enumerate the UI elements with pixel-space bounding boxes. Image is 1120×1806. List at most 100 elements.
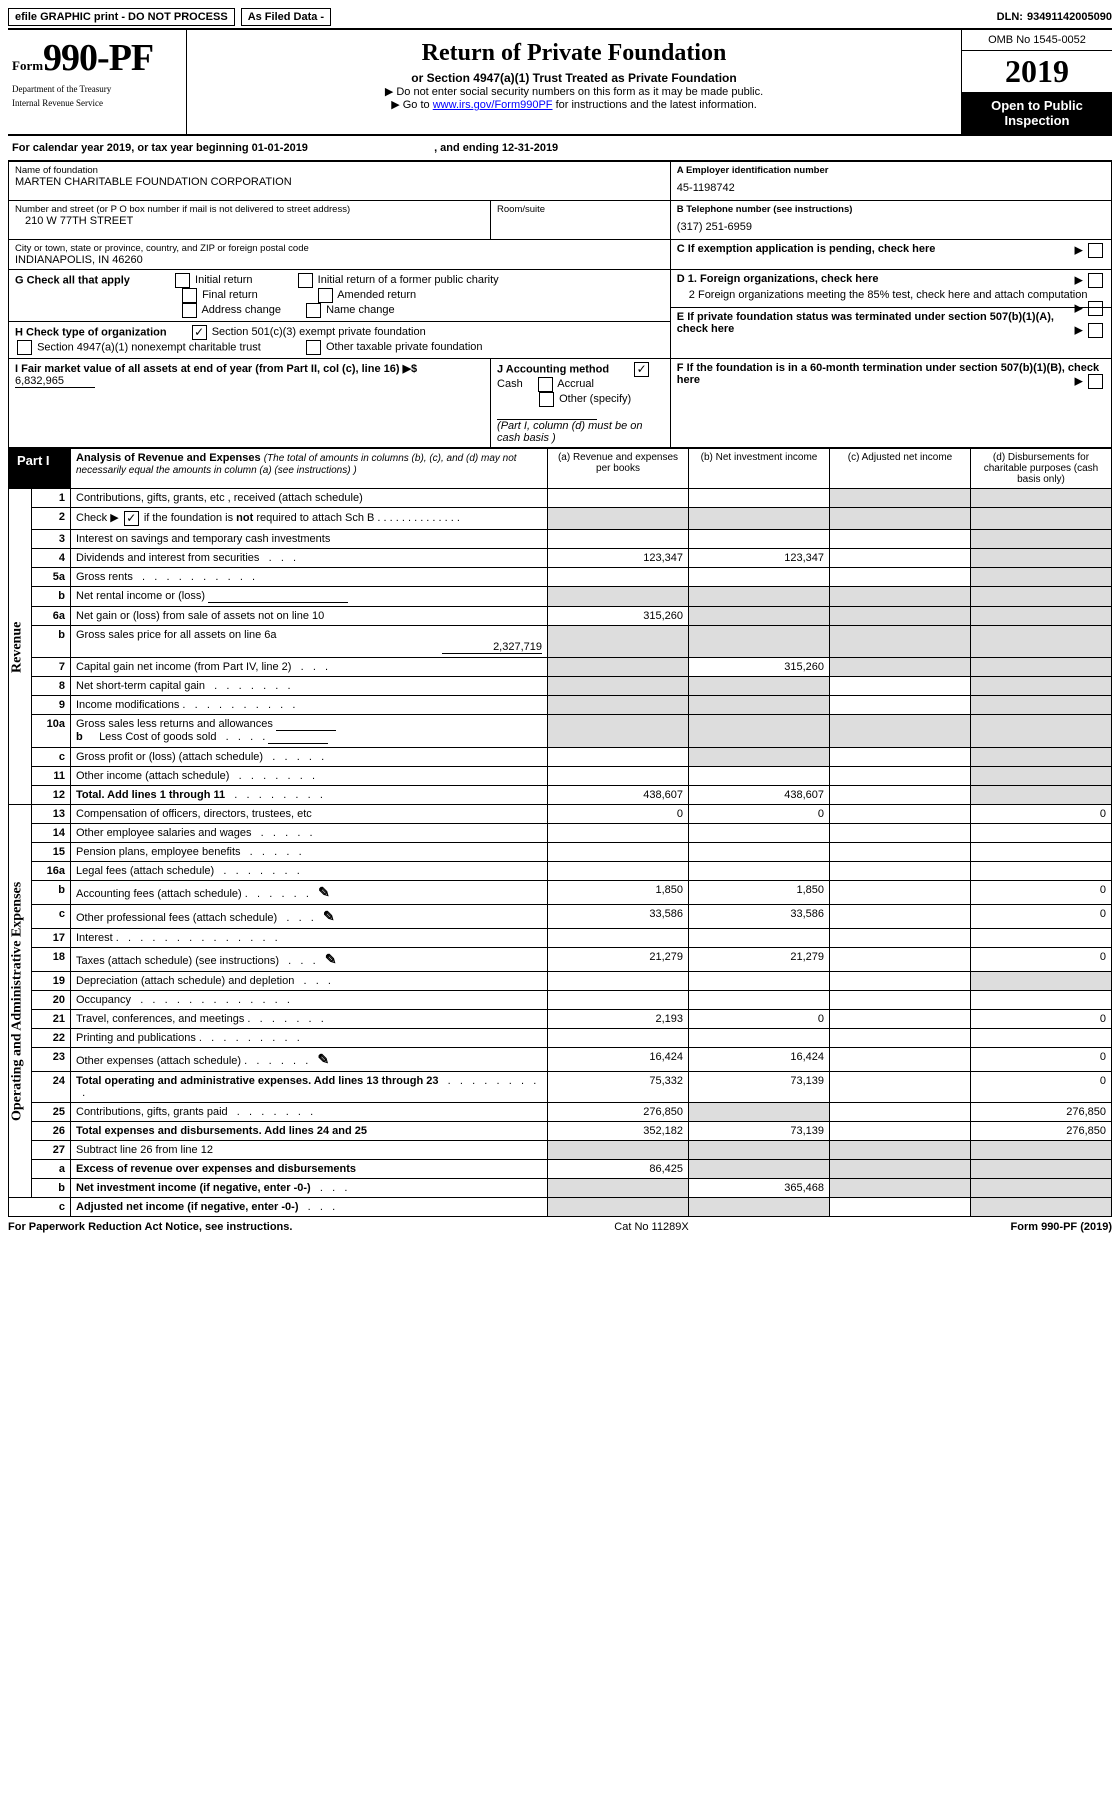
row-num: 8 (32, 677, 71, 696)
irs-link[interactable]: www.irs.gov/Form990PF (433, 99, 553, 111)
row-num: 13 (32, 805, 71, 824)
g-initial: Initial return (195, 274, 252, 286)
row-num: 10a (32, 715, 71, 748)
c-checkbox[interactable] (1088, 243, 1103, 258)
row-desc: Total operating and administrative expen… (76, 1075, 438, 1087)
val-b: 123,347 (689, 549, 830, 568)
val-b: 33,586 (689, 905, 830, 929)
foundation-name: MARTEN CHARITABLE FOUNDATION CORPORATION (15, 176, 664, 188)
row-num: 23 (32, 1048, 71, 1072)
top-bar: efile GRAPHIC print - DO NOT PROCESS As … (8, 8, 1112, 30)
val-d: 0 (971, 881, 1112, 905)
d2-checkbox[interactable] (1088, 301, 1103, 316)
val-a: 21,279 (548, 948, 689, 972)
row-desc: Total. Add lines 1 through 11 (76, 789, 225, 801)
dept-treasury: Department of the Treasury (12, 84, 182, 94)
f-checkbox[interactable] (1088, 374, 1103, 389)
row-desc: Occupancy (76, 994, 131, 1006)
val-d: 0 (971, 805, 1112, 824)
i-value: 6,832,965 (15, 375, 95, 388)
schb-checkbox[interactable]: ✓ (124, 511, 139, 526)
val-a: 16,424 (548, 1048, 689, 1072)
addr-label: Number and street (or P O box number if … (15, 204, 484, 215)
j-chk-accrual[interactable] (538, 377, 553, 392)
h-501c3: Section 501(c)(3) exempt private foundat… (212, 326, 426, 338)
row-num: 26 (32, 1122, 71, 1141)
open-public-2: Inspection (966, 113, 1108, 128)
row-num-10b: b (76, 731, 96, 743)
row-num: 24 (32, 1072, 71, 1103)
h-chk-other[interactable] (306, 340, 321, 355)
c-label: C If exemption application is pending, c… (677, 243, 936, 255)
city-value: INDIANAPOLIS, IN 46260 (15, 254, 664, 266)
row-num: c (32, 748, 71, 767)
row-desc: Printing and publications (76, 1032, 196, 1044)
g-chk-initial[interactable] (175, 273, 190, 288)
row-desc: Other income (attach schedule) (76, 770, 229, 782)
val-b: 1,850 (689, 881, 830, 905)
row-num: b (32, 626, 71, 658)
ein-value: 45-1198742 (677, 182, 1105, 194)
row-num: 6a (32, 607, 71, 626)
tax-year: 2019 (962, 51, 1112, 92)
val-d: 0 (971, 1010, 1112, 1029)
e-label: E If private foundation status was termi… (677, 311, 1054, 335)
h-chk-501c3[interactable]: ✓ (192, 325, 207, 340)
j-chk-other[interactable] (539, 392, 554, 407)
row-desc: Other expenses (attach schedule) (76, 1055, 241, 1067)
val-b: 0 (689, 805, 830, 824)
name-label: Name of foundation (15, 165, 664, 176)
j-cash: Cash (497, 378, 523, 390)
j-other: Other (specify) (559, 393, 631, 405)
attachment-icon[interactable]: ✎ (325, 951, 337, 968)
g-label: G Check all that apply (15, 274, 130, 286)
row-num: 14 (32, 824, 71, 843)
col-d-header: (d) Disbursements for charitable purpose… (971, 449, 1112, 489)
row-num: b (32, 1179, 71, 1198)
g-chk-final[interactable] (182, 288, 197, 303)
row-num: 17 (32, 929, 71, 948)
part1-title: Analysis of Revenue and Expenses (76, 452, 261, 464)
row-num: 9 (32, 696, 71, 715)
val-d: 0 (971, 905, 1112, 929)
form-990pf-page: efile GRAPHIC print - DO NOT PROCESS As … (0, 0, 1120, 1241)
h-4947: Section 4947(a)(1) nonexempt charitable … (37, 341, 261, 353)
dln-label: DLN: (997, 11, 1023, 23)
calendar-year-line: For calendar year 2019, or tax year begi… (8, 136, 1112, 161)
attachment-icon[interactable]: ✎ (318, 1051, 330, 1068)
attachment-icon[interactable]: ✎ (323, 908, 335, 925)
row-num: 19 (32, 972, 71, 991)
val-b: 21,279 (689, 948, 830, 972)
e-checkbox[interactable] (1088, 323, 1103, 338)
val-b: 73,139 (689, 1072, 830, 1103)
row-desc: Interest (76, 932, 113, 944)
j-chk-cash[interactable]: ✓ (634, 362, 649, 377)
val-a: 75,332 (548, 1072, 689, 1103)
page-footer: For Paperwork Reduction Act Notice, see … (8, 1217, 1112, 1233)
cy-begin: 01-01-2019 (252, 142, 308, 154)
col-b-header: (b) Net investment income (689, 449, 830, 489)
row-num: 16a (32, 862, 71, 881)
attachment-icon[interactable]: ✎ (318, 884, 330, 901)
dept-irs: Internal Revenue Service (12, 98, 182, 108)
expenses-vlabel: Operating and Administrative Expenses (9, 805, 32, 1198)
g-chk-name[interactable] (306, 303, 321, 318)
d1-checkbox[interactable] (1088, 273, 1103, 288)
val-b: 0 (689, 1010, 830, 1029)
g-chk-initial-former[interactable] (298, 273, 313, 288)
g-chk-amended[interactable] (318, 288, 333, 303)
val-a: 438,607 (548, 786, 689, 805)
ein-label: A Employer identification number (677, 165, 1105, 176)
row-num: 15 (32, 843, 71, 862)
val-b: 315,260 (689, 658, 830, 677)
h-chk-4947[interactable] (17, 340, 32, 355)
row-desc: Accounting fees (attach schedule) (76, 888, 242, 900)
g-chk-addr[interactable] (182, 303, 197, 318)
row-num: 1 (32, 489, 71, 508)
val-d: 0 (971, 1048, 1112, 1072)
dln-value: 93491142005090 (1027, 11, 1112, 23)
row-num: 20 (32, 991, 71, 1010)
col-c-header: (c) Adjusted net income (830, 449, 971, 489)
row-desc: Other employee salaries and wages (76, 827, 251, 839)
as-filed-label: As Filed Data - (241, 8, 331, 26)
